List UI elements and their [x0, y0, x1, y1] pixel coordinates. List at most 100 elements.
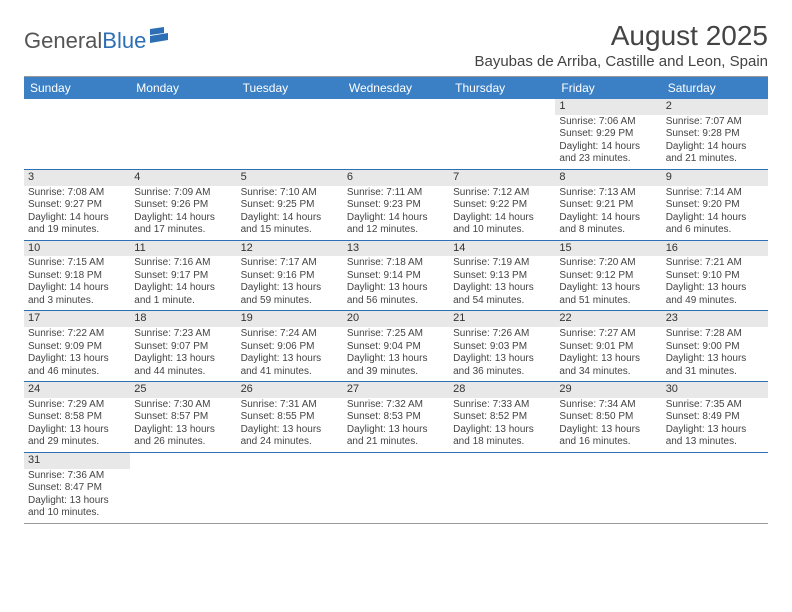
sunset-text: Sunset: 9:04 PM: [347, 341, 445, 354]
calendar-cell: 7Sunrise: 7:12 AMSunset: 9:22 PMDaylight…: [449, 170, 555, 240]
sunset-text: Sunset: 9:12 PM: [559, 270, 657, 283]
sunrise-text: Sunrise: 7:30 AM: [134, 399, 232, 412]
sunrise-text: Sunrise: 7:21 AM: [666, 257, 764, 270]
logo-text-part1: General: [24, 28, 102, 54]
day-number: 23: [662, 311, 768, 327]
day-content: Sunrise: 7:36 AMSunset: 8:47 PMDaylight:…: [24, 469, 130, 523]
week-row: 10Sunrise: 7:15 AMSunset: 9:18 PMDayligh…: [24, 241, 768, 312]
weekday-header: Thursday: [449, 77, 555, 99]
sunrise-text: Sunrise: 7:09 AM: [134, 187, 232, 200]
day-content: Sunrise: 7:19 AMSunset: 9:13 PMDaylight:…: [449, 256, 555, 310]
calendar-cell: 14Sunrise: 7:19 AMSunset: 9:13 PMDayligh…: [449, 241, 555, 311]
daylight-line2: and 36 minutes.: [453, 366, 551, 379]
daylight-line1: Daylight: 14 hours: [559, 141, 657, 154]
sunset-text: Sunset: 9:29 PM: [559, 128, 657, 141]
daylight-line1: Daylight: 13 hours: [453, 353, 551, 366]
sunrise-text: Sunrise: 7:23 AM: [134, 328, 232, 341]
calendar-cell: 30Sunrise: 7:35 AMSunset: 8:49 PMDayligh…: [662, 382, 768, 452]
sunrise-text: Sunrise: 7:10 AM: [241, 187, 339, 200]
logo: GeneralBlue: [24, 20, 176, 54]
logo-text-part2: Blue: [102, 28, 146, 54]
daylight-line2: and 15 minutes.: [241, 224, 339, 237]
sunset-text: Sunset: 9:22 PM: [453, 199, 551, 212]
sunset-text: Sunset: 9:26 PM: [134, 199, 232, 212]
daylight-line1: Daylight: 13 hours: [559, 424, 657, 437]
sunrise-text: Sunrise: 7:07 AM: [666, 116, 764, 129]
weekday-header: Sunday: [24, 77, 130, 99]
location-subtitle: Bayubas de Arriba, Castille and Leon, Sp…: [474, 53, 768, 70]
day-content: Sunrise: 7:22 AMSunset: 9:09 PMDaylight:…: [24, 327, 130, 381]
daylight-line1: Daylight: 14 hours: [347, 212, 445, 225]
sunset-text: Sunset: 9:10 PM: [666, 270, 764, 283]
daylight-line2: and 54 minutes.: [453, 295, 551, 308]
day-number: 6: [343, 170, 449, 186]
weekday-header: Saturday: [662, 77, 768, 99]
calendar-cell-empty: [130, 453, 236, 523]
day-number: 20: [343, 311, 449, 327]
day-number: 7: [449, 170, 555, 186]
daylight-line2: and 49 minutes.: [666, 295, 764, 308]
day-content: Sunrise: 7:32 AMSunset: 8:53 PMDaylight:…: [343, 398, 449, 452]
sunrise-text: Sunrise: 7:36 AM: [28, 470, 126, 483]
calendar-cell: 24Sunrise: 7:29 AMSunset: 8:58 PMDayligh…: [24, 382, 130, 452]
calendar-cell: 17Sunrise: 7:22 AMSunset: 9:09 PMDayligh…: [24, 311, 130, 381]
daylight-line2: and 1 minute.: [134, 295, 232, 308]
calendar-cell: 29Sunrise: 7:34 AMSunset: 8:50 PMDayligh…: [555, 382, 661, 452]
daylight-line1: Daylight: 13 hours: [241, 424, 339, 437]
sunrise-text: Sunrise: 7:29 AM: [28, 399, 126, 412]
calendar-cell-empty: [449, 453, 555, 523]
daylight-line1: Daylight: 13 hours: [28, 353, 126, 366]
day-content: Sunrise: 7:11 AMSunset: 9:23 PMDaylight:…: [343, 186, 449, 240]
day-content: Sunrise: 7:13 AMSunset: 9:21 PMDaylight:…: [555, 186, 661, 240]
daylight-line1: Daylight: 13 hours: [134, 424, 232, 437]
day-number: 31: [24, 453, 130, 469]
day-content: Sunrise: 7:21 AMSunset: 9:10 PMDaylight:…: [662, 256, 768, 310]
sunrise-text: Sunrise: 7:17 AM: [241, 257, 339, 270]
calendar-cell: 5Sunrise: 7:10 AMSunset: 9:25 PMDaylight…: [237, 170, 343, 240]
day-number: 10: [24, 241, 130, 257]
sunrise-text: Sunrise: 7:11 AM: [347, 187, 445, 200]
calendar-cell-empty: [449, 99, 555, 169]
sunrise-text: Sunrise: 7:25 AM: [347, 328, 445, 341]
calendar-cell: 20Sunrise: 7:25 AMSunset: 9:04 PMDayligh…: [343, 311, 449, 381]
daylight-line2: and 41 minutes.: [241, 366, 339, 379]
day-number: 13: [343, 241, 449, 257]
sunset-text: Sunset: 9:03 PM: [453, 341, 551, 354]
weekday-header: Wednesday: [343, 77, 449, 99]
sunset-text: Sunset: 9:21 PM: [559, 199, 657, 212]
week-row: 1Sunrise: 7:06 AMSunset: 9:29 PMDaylight…: [24, 99, 768, 170]
sunset-text: Sunset: 9:14 PM: [347, 270, 445, 283]
day-number: 17: [24, 311, 130, 327]
sunrise-text: Sunrise: 7:34 AM: [559, 399, 657, 412]
calendar-cell-empty: [237, 453, 343, 523]
calendar-cell: 4Sunrise: 7:09 AMSunset: 9:26 PMDaylight…: [130, 170, 236, 240]
day-number: 29: [555, 382, 661, 398]
daylight-line1: Daylight: 13 hours: [453, 424, 551, 437]
day-number: 9: [662, 170, 768, 186]
daylight-line2: and 19 minutes.: [28, 224, 126, 237]
weekday-header: Tuesday: [237, 77, 343, 99]
day-content: Sunrise: 7:08 AMSunset: 9:27 PMDaylight:…: [24, 186, 130, 240]
daylight-line1: Daylight: 13 hours: [347, 353, 445, 366]
day-number: 24: [24, 382, 130, 398]
sunset-text: Sunset: 8:57 PM: [134, 411, 232, 424]
daylight-line1: Daylight: 13 hours: [347, 282, 445, 295]
sunrise-text: Sunrise: 7:14 AM: [666, 187, 764, 200]
daylight-line2: and 17 minutes.: [134, 224, 232, 237]
sunrise-text: Sunrise: 7:28 AM: [666, 328, 764, 341]
calendar-cell: 23Sunrise: 7:28 AMSunset: 9:00 PMDayligh…: [662, 311, 768, 381]
sunrise-text: Sunrise: 7:13 AM: [559, 187, 657, 200]
sunset-text: Sunset: 8:50 PM: [559, 411, 657, 424]
calendar-cell: 2Sunrise: 7:07 AMSunset: 9:28 PMDaylight…: [662, 99, 768, 169]
week-row: 31Sunrise: 7:36 AMSunset: 8:47 PMDayligh…: [24, 453, 768, 524]
weekday-header-row: Sunday Monday Tuesday Wednesday Thursday…: [24, 77, 768, 99]
calendar-cell: 25Sunrise: 7:30 AMSunset: 8:57 PMDayligh…: [130, 382, 236, 452]
day-number: 30: [662, 382, 768, 398]
weeks-container: 1Sunrise: 7:06 AMSunset: 9:29 PMDaylight…: [24, 99, 768, 524]
title-block: August 2025 Bayubas de Arriba, Castille …: [474, 20, 768, 70]
sunrise-text: Sunrise: 7:18 AM: [347, 257, 445, 270]
sunset-text: Sunset: 9:27 PM: [28, 199, 126, 212]
day-content: Sunrise: 7:29 AMSunset: 8:58 PMDaylight:…: [24, 398, 130, 452]
day-number: 28: [449, 382, 555, 398]
day-number: 26: [237, 382, 343, 398]
